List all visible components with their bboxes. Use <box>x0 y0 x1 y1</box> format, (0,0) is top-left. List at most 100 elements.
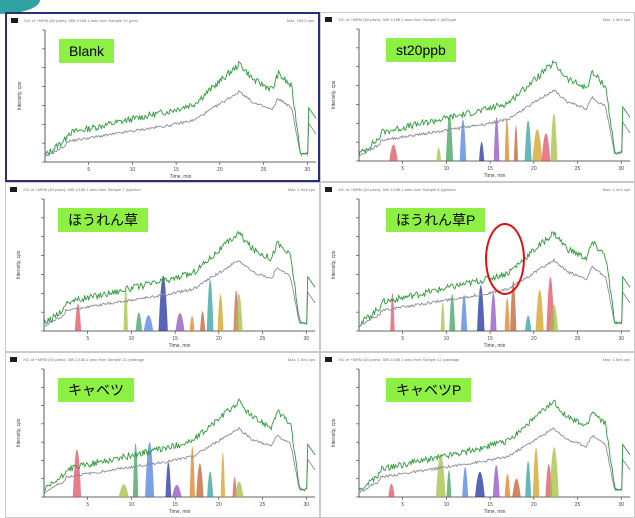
panel-menu-icon[interactable] <box>11 18 18 24</box>
peak <box>234 481 244 497</box>
x-tick-label: 5 <box>86 336 89 342</box>
panel-header-max: Max. 1.5e4 cps <box>602 357 630 362</box>
peak <box>388 483 395 497</box>
trace-secondary <box>44 89 317 157</box>
x-tick-label: 10 <box>444 336 450 342</box>
peak <box>492 465 500 497</box>
trace-primary <box>358 59 631 157</box>
panel-menu-icon[interactable] <box>10 357 17 363</box>
peak <box>172 484 182 497</box>
chromatogram-panel[interactable]: XIC of +MRM (84 pairs): 389.1/188.1 amu … <box>320 352 635 518</box>
panel-header-title: XIC of +MRM (84 pairs): 389.1/188.1 amu … <box>338 357 460 362</box>
x-axis-label: Time, min <box>169 343 191 349</box>
x-tick-label: 25 <box>261 167 267 173</box>
x-tick-label: 30 <box>618 502 624 508</box>
peak <box>524 315 532 331</box>
sample-label: st20ppb <box>386 38 456 62</box>
trace-primary <box>44 60 317 157</box>
peak <box>524 120 532 161</box>
chromatogram-plot: 5 10 15 20 25 30 Time, min Intensity, cps <box>17 29 317 180</box>
panel-header-max: Max. 1.4e4 cps <box>602 187 630 192</box>
peak <box>532 447 540 497</box>
sample-label: ほうれん草P <box>386 208 486 232</box>
panel-menu-icon[interactable] <box>10 187 17 193</box>
peak <box>435 454 446 497</box>
peak <box>462 467 469 497</box>
peak <box>235 293 243 331</box>
panel-header-title: XIC of +MRM (84 pairs): 389.1/188.1 amu … <box>23 187 141 192</box>
x-tick-label: 5 <box>86 502 89 508</box>
peak <box>459 119 467 161</box>
peak <box>389 144 398 161</box>
panel-header: XIC of +MRM (84 pairs): 389.1/188.1 amu … <box>325 16 630 24</box>
panel-menu-icon[interactable] <box>325 187 332 193</box>
x-tick-label: 25 <box>260 336 266 342</box>
chromatogram-panel[interactable]: XIC of +MRM (84 pairs): 389.1/188.1 amu … <box>5 182 320 352</box>
peak <box>525 461 532 497</box>
chromatogram-panel[interactable]: XIC of +MRM (84 pairs): 389.1/188.1 amu … <box>320 12 635 182</box>
peak <box>460 294 468 331</box>
chromatogram-plot: 5 10 15 20 25 30 Time, min Intensity, cps <box>16 368 316 515</box>
chromatogram-panel[interactable]: XIC of +MRM (84 pairs): 389.1/188.1 amu … <box>320 182 635 352</box>
panel-header-max: Max. 1.5e4 cps <box>287 357 315 362</box>
x-tick-label: 10 <box>129 336 135 342</box>
y-axis-label: Intensity, cps <box>16 250 22 279</box>
peak <box>479 141 485 161</box>
panel-header-max: Max. 1.5e4 cps <box>602 17 630 22</box>
chromatogram-panel[interactable]: XIC of +MRM (84 pairs): 389.1/188.1 amu … <box>5 352 320 518</box>
x-tick-label: 25 <box>575 502 581 508</box>
peak <box>504 118 510 161</box>
x-tick-label: 15 <box>487 166 493 172</box>
peak <box>200 311 206 331</box>
panel-header: XIC of +MRM (84 pairs): 389.1/188.1 amu … <box>10 356 315 364</box>
peak <box>175 312 185 331</box>
x-tick-label: 20 <box>216 502 222 508</box>
x-tick-label: 20 <box>217 167 223 173</box>
panel-header-title: XIC of +MRM (84 pairs): 389.1/188.1 amu … <box>338 17 457 22</box>
y-axis-label: Intensity, cps <box>16 418 22 447</box>
panel-header-title: XIC of +MRM (84 pairs): 389.1/188.1 amu … <box>24 18 138 23</box>
x-tick-label: 5 <box>401 502 404 508</box>
peak <box>446 469 452 497</box>
peak <box>512 478 521 497</box>
sample-label: Blank <box>59 39 115 63</box>
peak <box>493 117 500 161</box>
peak <box>490 292 497 331</box>
peak <box>143 315 154 331</box>
panel-menu-icon[interactable] <box>325 357 332 363</box>
peak <box>189 315 195 331</box>
panel-menu-icon[interactable] <box>325 17 332 23</box>
x-tick-label: 25 <box>575 336 581 342</box>
trace-primary <box>43 230 316 325</box>
panel-header-max: Max. 1.5e4 cps <box>287 187 315 192</box>
peak <box>541 133 551 161</box>
peak <box>196 463 204 497</box>
trace-secondary <box>43 426 316 494</box>
peak <box>132 443 139 497</box>
chromatogram-plot: 5 10 15 20 25 30 Time, min Intensity, cps <box>331 368 631 515</box>
peak <box>220 452 226 497</box>
x-tick-label: 15 <box>172 336 178 342</box>
x-tick-label: 20 <box>531 336 537 342</box>
x-axis-label: Time, min <box>169 509 191 515</box>
peak <box>474 471 485 497</box>
peak <box>206 279 214 331</box>
panel-header: XIC of +MRM (84 pairs): 389.1/188.1 amu … <box>325 186 630 194</box>
x-tick-label: 15 <box>172 502 178 508</box>
panel-header-title: XIC of +MRM (84 pairs): 389.1/188.1 amu … <box>338 187 456 192</box>
peak <box>504 473 511 497</box>
y-axis-label: Intensity, cps <box>331 418 337 447</box>
x-tick-label: 5 <box>87 167 90 173</box>
chromatogram-panel[interactable]: XIC of +MRM (84 pairs): 389.1/188.1 amu … <box>5 12 320 182</box>
chromatogram-plot: 5 10 15 20 25 30 Time, min Intensity, cps <box>331 198 631 349</box>
peak <box>207 471 214 497</box>
peak <box>532 129 543 161</box>
panel-header: XIC of +MRM (84 pairs): 389.1/188.1 amu … <box>10 186 315 194</box>
x-axis-label: Time, min <box>170 174 192 180</box>
x-tick-label: 15 <box>173 167 179 173</box>
x-axis-label: Time, min <box>484 173 506 179</box>
trace-secondary <box>43 260 316 327</box>
x-tick-label: 30 <box>303 336 309 342</box>
peak <box>550 113 558 161</box>
x-tick-label: 5 <box>401 166 404 172</box>
